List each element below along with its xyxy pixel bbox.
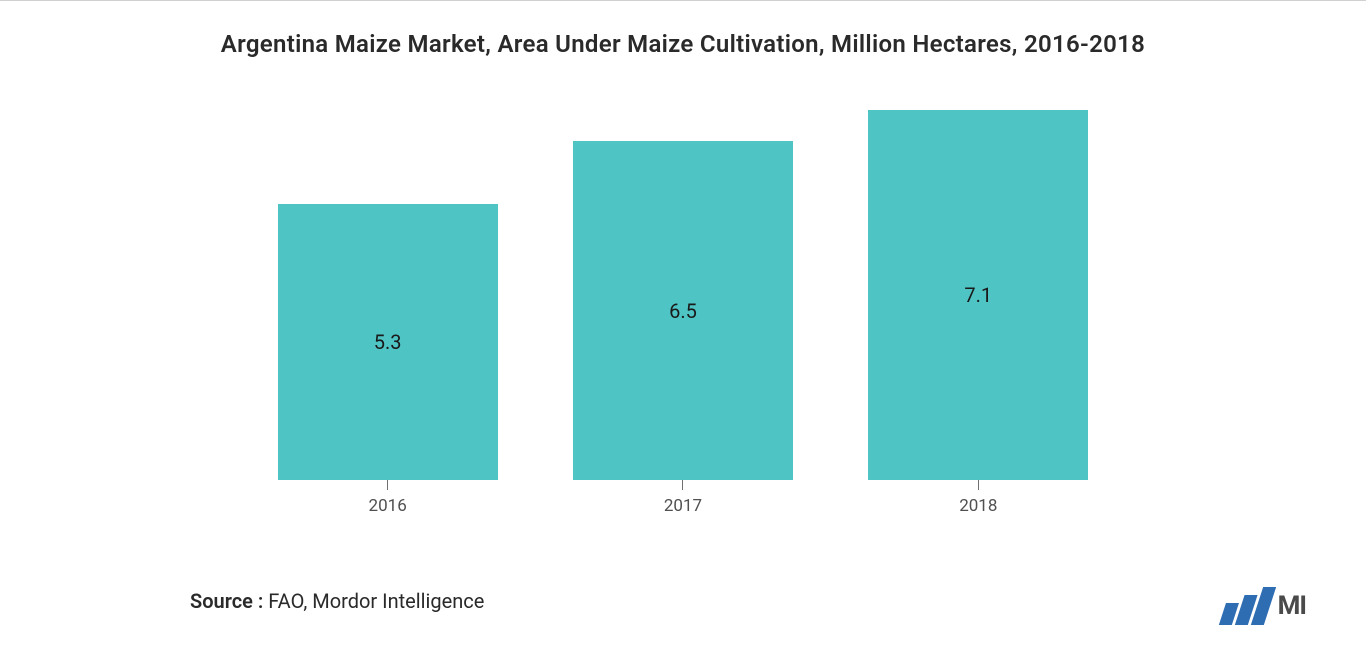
- bar-group-2: 7.1: [848, 110, 1108, 480]
- source-label: Source :: [190, 589, 263, 613]
- x-tick-2: [978, 480, 979, 490]
- bar-label-2: 7.1: [964, 283, 992, 307]
- logo-bars-icon: [1218, 587, 1275, 625]
- top-border: [0, 0, 1366, 1]
- x-label-0: 2016: [369, 496, 407, 516]
- bar-1: 6.5: [573, 141, 793, 480]
- x-tick-group-0: 2016: [258, 480, 518, 520]
- x-label-1: 2017: [664, 496, 702, 516]
- x-tick-1: [682, 480, 683, 490]
- bar-group-0: 5.3: [258, 204, 518, 480]
- bar-label-1: 6.5: [669, 299, 697, 323]
- brand-logo: MI: [1225, 587, 1306, 625]
- x-label-2: 2018: [959, 496, 997, 516]
- source-text: FAO, Mordor Intelligence: [263, 589, 484, 613]
- bar-2: 7.1: [868, 110, 1088, 480]
- bar-0: 5.3: [278, 204, 498, 480]
- chart-title: Argentina Maize Market, Area Under Maize…: [0, 20, 1366, 58]
- logo-bar-3: [1250, 587, 1275, 625]
- chart-container: Argentina Maize Market, Area Under Maize…: [0, 0, 1366, 655]
- x-axis: 2016 2017 2018: [190, 480, 1176, 520]
- bar-label-0: 5.3: [374, 330, 402, 354]
- x-tick-group-2: 2018: [848, 480, 1108, 520]
- x-tick-0: [387, 480, 388, 490]
- source-line: Source : FAO, Mordor Intelligence: [190, 589, 484, 613]
- bar-group-1: 6.5: [553, 141, 813, 480]
- plot-area: 5.3 6.5 7.1: [190, 110, 1176, 480]
- x-tick-group-1: 2017: [553, 480, 813, 520]
- logo-text: MI: [1278, 591, 1306, 621]
